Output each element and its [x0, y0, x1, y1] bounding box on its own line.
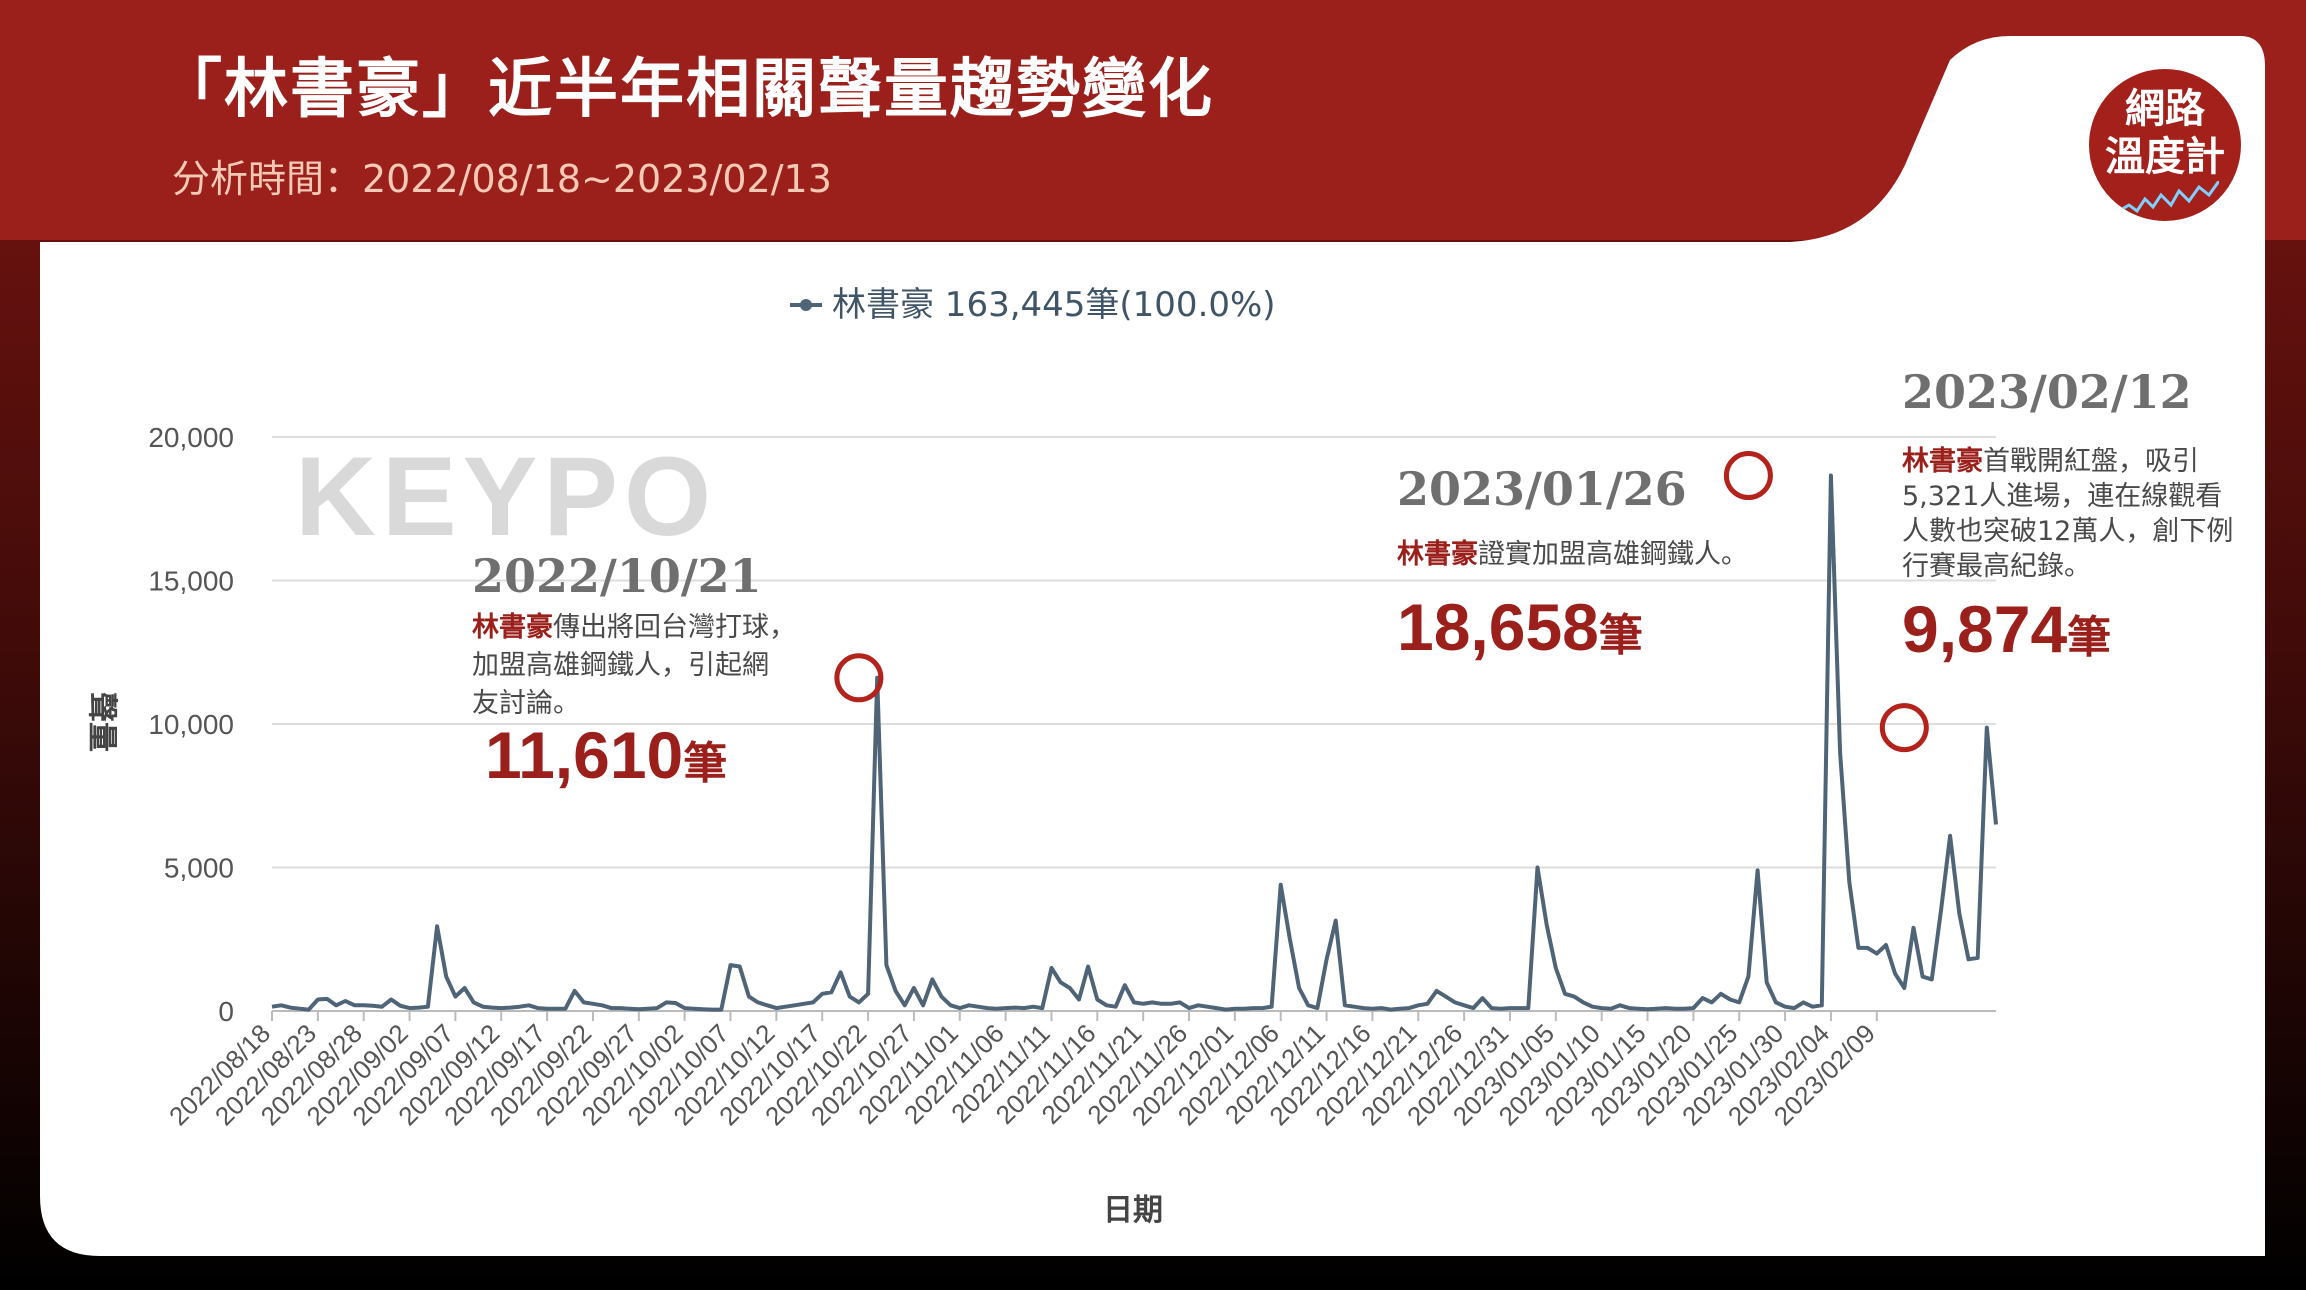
y-axis-ticks: 0 5,000 10,000 15,000 20,000 [148, 422, 234, 1027]
annotation-text-line: 林書豪證實加盟高雄鋼鐵人。 [1397, 538, 1748, 570]
annotation-text-line: 林書豪傳出將回台灣打球， [472, 611, 796, 643]
series-line [271, 473, 1998, 1012]
highlight-circle [1723, 451, 1773, 501]
y-tick-label: 5,000 [164, 853, 234, 884]
grid-lines [272, 436, 1996, 1012]
highlight-circle [834, 653, 884, 703]
x-axis-ticks: 2022/08/182022/08/232022/08/282022/09/02… [163, 1011, 1881, 1131]
annotation-value: 11,610筆 [485, 718, 727, 792]
logo-text-line1: 網路 [2125, 86, 2205, 132]
annotation-text-line: 加盟高雄鋼鐵人，引起網 [472, 650, 769, 681]
highlight-circle [1879, 703, 1929, 753]
y-tick-label: 15,000 [148, 566, 234, 597]
annotation-1: 2022/10/21 林書豪傳出將回台灣打球， 加盟高雄鋼鐵人，引起網友討論。11,… [472, 549, 884, 792]
page-title: 「林書豪」近半年相關聲量趨勢變化 [158, 53, 1214, 127]
annotation-date: 2023/01/26 [1397, 462, 1687, 516]
y-axis-label: 聲量 [84, 692, 119, 752]
annotation-text-line: 行賽最高紀錄。 [1902, 551, 2091, 582]
analysis-period: 分析時間：2022/08/18~2023/02/13 [172, 157, 832, 201]
annotation-text-line: 人數也突破12萬人，創下例 [1902, 516, 2233, 547]
logo-text-line2: 溫度計 [2105, 134, 2225, 180]
annotations: 2022/10/21 林書豪傳出將回台灣打球， 加盟高雄鋼鐵人，引起網友討論。11,… [472, 365, 2233, 792]
y-tick-label: 0 [218, 996, 234, 1027]
logo-badge: 網路 溫度計 [2086, 66, 2244, 224]
legend: 林書豪 163,445筆(100.0%) [790, 285, 1276, 325]
header-banner: 「林書豪」近半年相關聲量趨勢變化 分析時間：2022/08/18~2023/02… [0, 0, 2306, 240]
annotation-text-line: 林書豪首戰開紅盤，吸引 [1902, 445, 2199, 477]
legend-dot-marker [800, 299, 812, 311]
annotation-text-line: 5,321人進場，連在線觀看 [1902, 481, 2222, 512]
pulse-wave-icon [2119, 181, 2219, 214]
y-tick-label: 10,000 [148, 709, 234, 740]
annotation-text-line: 友討論。 [472, 688, 580, 719]
y-tick-label: 20,000 [148, 422, 234, 453]
annotation-3: 2023/02/12 林書豪首戰開紅盤，吸引 5,321人進場，連在線觀看人數也突破… [1879, 365, 2233, 753]
annotation-date: 2023/02/12 [1902, 365, 2192, 419]
watermark-keypo: KEYPO [295, 434, 717, 559]
legend-label: 林書豪 163,445筆(100.0%) [832, 285, 1276, 325]
annotation-date: 2022/10/21 [472, 549, 762, 603]
card-background [40, 36, 2265, 1256]
x-axis-label: 日期 [1103, 1193, 1163, 1228]
